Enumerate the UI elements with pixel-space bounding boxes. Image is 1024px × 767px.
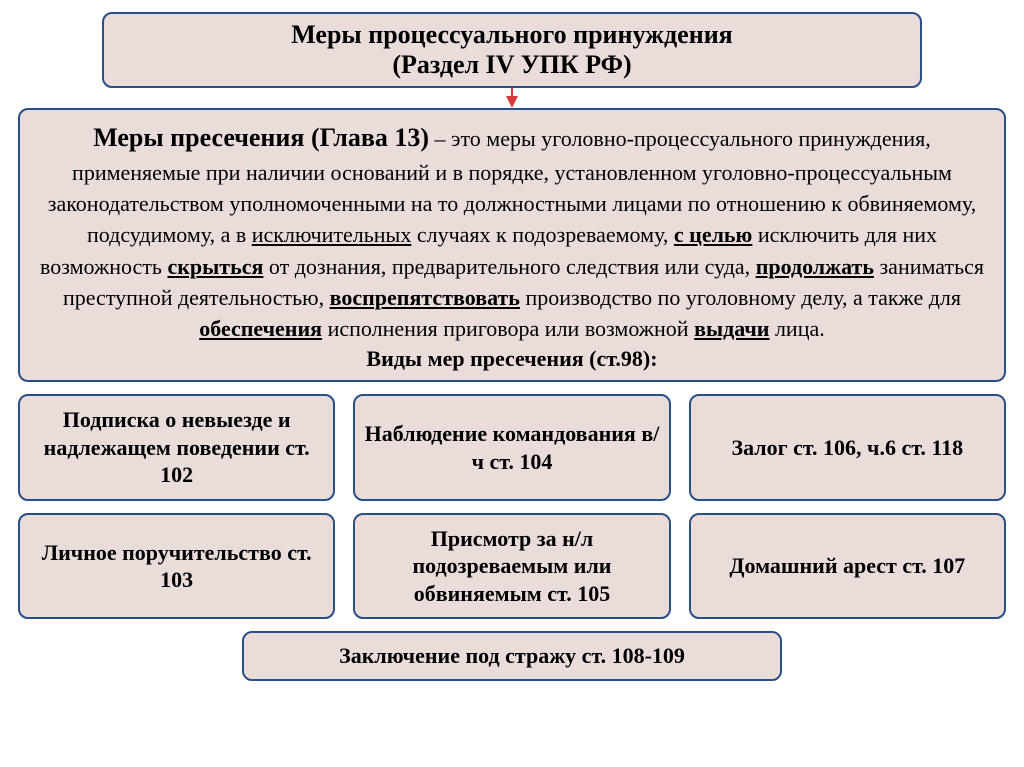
arrow-connector [18, 88, 1006, 108]
measure-cell: Залог ст. 106, ч.6 ст. 118 [689, 394, 1006, 501]
title-line-1: Меры процессуального принуждения [291, 20, 733, 50]
title-box: Меры процессуального принуждения (Раздел… [102, 12, 922, 88]
definition-body: – это меры уголовно-процессуального прин… [40, 126, 984, 341]
measure-cell: Подписка о невыезде и надлежащем поведен… [18, 394, 335, 501]
measure-cell: Личное поручительство ст. 103 [18, 513, 335, 620]
definition-text: Меры пресечения (Глава 13) – это меры уг… [40, 120, 984, 344]
measure-cell: Наблюдение командования в/ч ст. 104 [353, 394, 670, 501]
measure-cell: Присмотр за н/л подозреваемым или обвиня… [353, 513, 670, 620]
measure-cell: Домашний арест ст. 107 [689, 513, 1006, 620]
definition-box: Меры пресечения (Глава 13) – это меры уг… [18, 108, 1006, 382]
definition-lead: Меры пресечения (Глава 13) [93, 123, 429, 152]
measure-cell-bottom: Заключение под стражу ст. 108-109 [242, 631, 782, 681]
types-label: Виды мер пресечения (ст.98): [366, 346, 657, 372]
bottom-row: Заключение под стражу ст. 108-109 [18, 631, 1006, 681]
measures-grid: Подписка о невыезде и надлежащем поведен… [18, 394, 1006, 619]
title-line-2: (Раздел IV УПК РФ) [392, 50, 631, 80]
